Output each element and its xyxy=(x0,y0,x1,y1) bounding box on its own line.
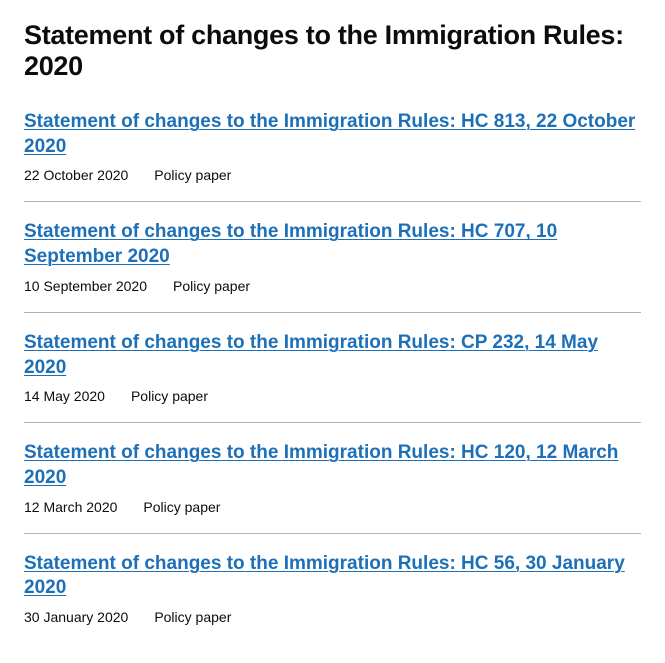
item-meta: 14 May 2020 Policy paper xyxy=(24,388,641,404)
item-link[interactable]: Statement of changes to the Immigration … xyxy=(24,442,618,488)
list-item: Statement of changes to the Immigration … xyxy=(24,331,641,423)
document-list: Statement of changes to the Immigration … xyxy=(24,110,641,643)
item-title: Statement of changes to the Immigration … xyxy=(24,110,641,159)
item-date: 22 October 2020 xyxy=(24,167,128,183)
item-link[interactable]: Statement of changes to the Immigration … xyxy=(24,221,557,267)
list-item: Statement of changes to the Immigration … xyxy=(24,441,641,533)
item-date: 12 March 2020 xyxy=(24,499,117,515)
item-title: Statement of changes to the Immigration … xyxy=(24,441,641,490)
item-meta: 12 March 2020 Policy paper xyxy=(24,499,641,515)
item-type: Policy paper xyxy=(173,278,250,294)
list-item: Statement of changes to the Immigration … xyxy=(24,220,641,312)
item-date: 10 September 2020 xyxy=(24,278,147,294)
item-type: Policy paper xyxy=(154,609,231,625)
list-item: Statement of changes to the Immigration … xyxy=(24,552,641,643)
list-item: Statement of changes to the Immigration … xyxy=(24,110,641,202)
item-title: Statement of changes to the Immigration … xyxy=(24,552,641,601)
item-meta: 22 October 2020 Policy paper xyxy=(24,167,641,183)
page-title: Statement of changes to the Immigration … xyxy=(24,20,641,82)
item-link[interactable]: Statement of changes to the Immigration … xyxy=(24,553,625,599)
item-title: Statement of changes to the Immigration … xyxy=(24,331,641,380)
item-meta: 10 September 2020 Policy paper xyxy=(24,278,641,294)
item-date: 30 January 2020 xyxy=(24,609,128,625)
item-meta: 30 January 2020 Policy paper xyxy=(24,609,641,625)
item-type: Policy paper xyxy=(143,499,220,515)
item-type: Policy paper xyxy=(131,388,208,404)
item-link[interactable]: Statement of changes to the Immigration … xyxy=(24,111,635,157)
item-type: Policy paper xyxy=(154,167,231,183)
item-date: 14 May 2020 xyxy=(24,388,105,404)
item-title: Statement of changes to the Immigration … xyxy=(24,220,641,269)
item-link[interactable]: Statement of changes to the Immigration … xyxy=(24,332,598,378)
